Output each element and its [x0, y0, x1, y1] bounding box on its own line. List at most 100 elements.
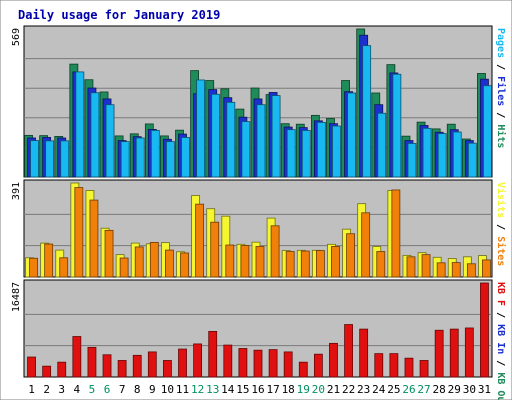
bar-mid-sites-day-24: [376, 251, 386, 278]
panel-bot-max-label: 16487: [11, 282, 22, 312]
bar-mid-sites-day-17: [270, 225, 280, 278]
bar-mid-sites-day-12: [195, 203, 205, 278]
bar-mid-sites-day-20: [315, 250, 325, 278]
bar-top-pages-day-25: [392, 73, 402, 178]
bar-top-pages-day-6: [105, 104, 115, 178]
legend-entry-kb-out: KB Out: [495, 372, 506, 400]
bar-bot-kb-f-day-28: [434, 329, 444, 378]
legend-separator: /: [495, 354, 506, 372]
x-tick-label: 12: [191, 383, 204, 396]
bar-bot-kb-f-day-13: [208, 330, 218, 378]
bar-bot-kb-f-day-5: [87, 346, 97, 378]
x-tick-label: 16: [251, 383, 264, 396]
legend-entry-visits: Visits: [495, 182, 507, 218]
legend-entry-kb-f: KB F: [495, 282, 506, 306]
bar-mid-sites-day-2: [44, 243, 54, 278]
x-tick-label: 24: [372, 383, 386, 396]
bar-bot-kb-f-day-4: [72, 336, 82, 378]
bar-mid-sites-day-14: [225, 244, 235, 278]
bar-top-pages-day-3: [60, 140, 70, 178]
bar-bot-kb-f-day-23: [359, 328, 369, 378]
bar-top-pages-day-20: [316, 121, 326, 178]
bar-top-pages-day-12: [196, 79, 206, 178]
bar-mid-sites-day-22: [346, 233, 355, 278]
x-tick-label: 28: [433, 383, 446, 396]
x-tick-label: 5: [89, 383, 96, 396]
bar-bot-kb-f-day-17: [268, 349, 278, 378]
panel-bot-legend: KB F / KB In / KB Out: [495, 282, 506, 400]
legend-separator: /: [495, 218, 506, 236]
bar-top-pages-day-9: [150, 130, 160, 178]
bar-top-pages-day-30: [467, 142, 477, 178]
bar-top-pages-day-15: [241, 121, 251, 178]
x-tick-label: 6: [104, 383, 111, 396]
legend-separator: /: [495, 306, 506, 324]
bar-mid-sites-day-10: [165, 249, 174, 278]
x-tick-label: 9: [149, 383, 156, 396]
bar-mid-sites-day-5: [89, 199, 99, 278]
bar-mid-sites-day-26: [406, 256, 416, 278]
x-tick-label: 14: [221, 383, 235, 396]
bar-top-pages-day-13: [211, 93, 221, 178]
x-tick-label: 19: [297, 383, 310, 396]
bar-bot-kb-f-day-20: [313, 353, 323, 378]
bar-bot-kb-f-day-1: [27, 356, 36, 378]
bar-mid-sites-day-23: [361, 212, 371, 278]
bar-top-pages-day-1: [30, 140, 39, 178]
x-tick-label: 29: [448, 383, 461, 396]
bar-top-pages-day-22: [347, 92, 356, 178]
x-tick-label: 25: [387, 383, 400, 396]
bar-top-pages-day-16: [256, 104, 266, 178]
bar-top-pages-day-19: [301, 130, 311, 178]
bar-mid-sites-day-3: [59, 257, 69, 278]
bar-top-pages-day-18: [286, 129, 296, 178]
x-tick-label: 22: [342, 383, 355, 396]
bar-bot-kb-f-day-30: [464, 327, 474, 378]
x-tick-label: 8: [134, 383, 141, 396]
bar-top-pages-day-26: [407, 143, 417, 178]
bar-top-pages-day-29: [452, 131, 462, 178]
bar-bot-kb-f-day-22: [344, 324, 353, 378]
bar-mid-sites-day-29: [451, 262, 461, 278]
bar-mid-sites-day-28: [436, 262, 446, 278]
chart-title: Daily usage for January 2019: [18, 8, 220, 22]
legend-entry-kb-in: KB In: [495, 324, 506, 354]
x-tick-label: 31: [478, 383, 491, 396]
legend-entry-hits: Hits: [495, 124, 507, 148]
bar-mid-sites-day-4: [74, 187, 84, 278]
x-tick-label: 26: [402, 383, 415, 396]
bar-top-pages-day-17: [271, 95, 281, 178]
legend-entry-sites: Sites: [495, 236, 507, 266]
x-tick-label: 30: [463, 383, 476, 396]
bar-mid-sites-day-21: [331, 246, 340, 278]
bar-mid-sites-day-16: [255, 246, 265, 278]
panel-top-max-label: 569: [11, 28, 22, 46]
bar-mid-sites-day-27: [421, 254, 431, 278]
bar-mid-sites-day-13: [210, 221, 220, 278]
x-tick-label: 4: [74, 383, 81, 396]
x-tick-label: 1: [28, 383, 35, 396]
x-tick-label: 27: [417, 383, 430, 396]
bar-top-pages-day-31: [483, 85, 492, 178]
bar-bot-kb-f-day-3: [57, 361, 67, 378]
bar-top-pages-day-14: [226, 101, 236, 178]
bar-bot-kb-f-day-25: [389, 353, 399, 378]
bar-top-pages-day-24: [377, 112, 387, 178]
bar-bot-kb-f-day-12: [193, 343, 203, 378]
bar-bot-kb-f-day-24: [374, 353, 384, 378]
bar-top-pages-day-4: [75, 71, 85, 178]
x-tick-label: 7: [119, 383, 126, 396]
legend-entry-files: Files: [495, 76, 507, 106]
bar-top-pages-day-28: [437, 133, 447, 178]
bar-bot-kb-f-day-8: [132, 354, 142, 378]
bar-mid-sites-day-15: [240, 245, 250, 278]
bar-mid-sites-day-31: [482, 259, 491, 278]
x-tick-label: 17: [266, 383, 279, 396]
panel-mid-legend: Visits / Sites: [495, 182, 507, 266]
bar-bot-kb-f-day-6: [102, 354, 112, 378]
bar-bot-kb-f-day-18: [283, 351, 293, 378]
bar-mid-sites-day-18: [285, 251, 295, 278]
bar-bot-kb-f-day-14: [223, 344, 233, 378]
